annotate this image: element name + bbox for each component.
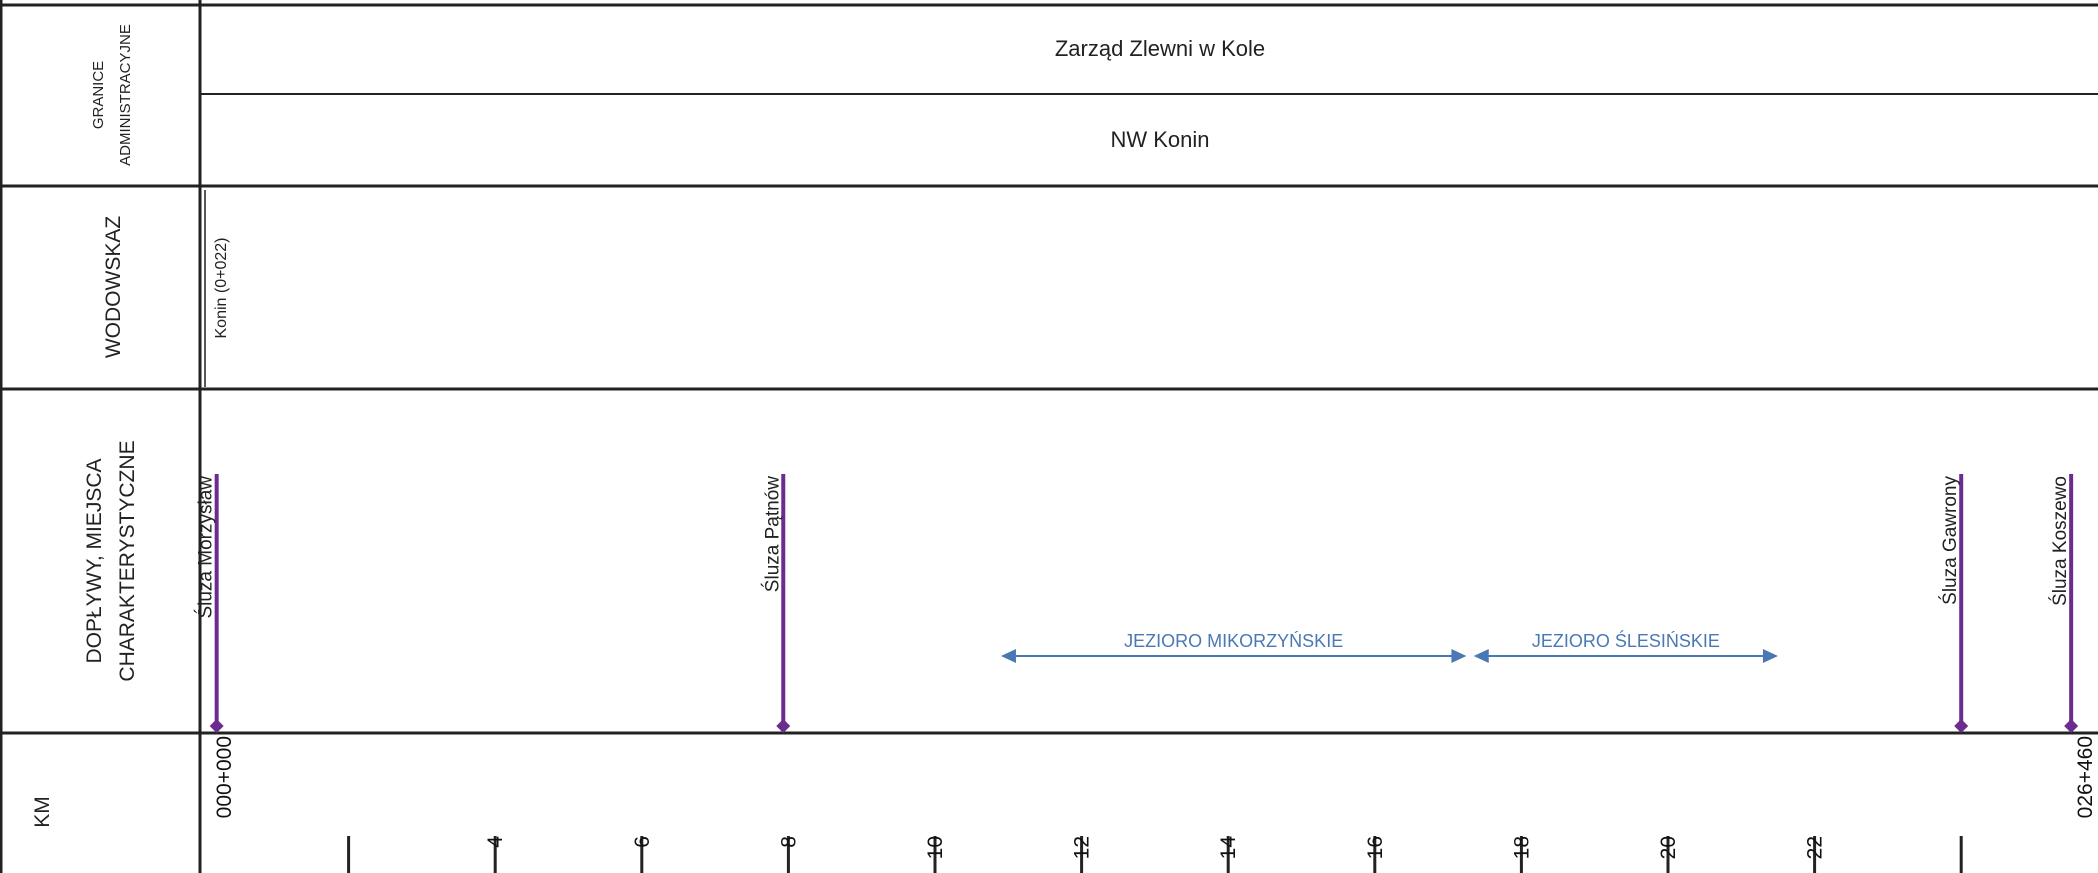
marker-diamond-icon	[2064, 719, 2079, 733]
km-tick-label: 8	[777, 836, 800, 848]
admin-row: Zarząd Zlewni w Kole NW Konin	[1055, 36, 1265, 152]
arrow-right-icon	[1762, 649, 1778, 663]
marker-label: Śluza Pątnów	[761, 476, 783, 592]
marker-diamond-icon	[776, 719, 791, 733]
marker-0: Śluza Morzysław	[195, 474, 224, 733]
marker-label: Śluza Gawrony	[1939, 476, 1961, 605]
lake-label: JEZIORO ŚLESIŃSKIE	[1532, 630, 1720, 651]
marker-1: Śluza Pątnów	[761, 474, 791, 733]
row-headers: GRANICE ADMINISTRACYJNE WODOWSKAZ DOPŁYW…	[31, 24, 139, 828]
km-tick-label: 4	[484, 836, 507, 848]
tributary-header-line2: CHARAKTERYSTYCZNE	[116, 440, 139, 681]
lake-label: JEZIORO MIKORZYŃSKIE	[1124, 631, 1343, 651]
admin-header-line2: ADMINISTRACYJNE	[117, 24, 134, 166]
marker-diamond-icon	[1954, 719, 1969, 733]
gauge-row: Konin (0+022)	[204, 190, 230, 387]
marker-diamond-icon	[209, 719, 224, 733]
lake-0: JEZIORO MIKORZYŃSKIE	[1000, 631, 1467, 663]
km-end-label: 026+460	[2074, 736, 2097, 818]
km-tick-label: 22	[1804, 836, 1827, 859]
marker-label: Śluza Koszewo	[2049, 476, 2071, 606]
marker-3: Śluza Koszewo	[2049, 474, 2079, 733]
km-axis: 4 6 8 10 12 14 16 18 20 22 000+000 026+460	[213, 736, 2097, 873]
admin-header-line1: GRANICE	[90, 61, 107, 129]
km-tick-label: 14	[1217, 836, 1240, 860]
tributary-header-line1: DOPŁYWY, MIEJSCA	[83, 459, 106, 664]
km-header: KM	[31, 796, 54, 828]
km-tick-label: 10	[924, 836, 947, 859]
markers-layer: Śluza Morzysław Śluza Pątnów Śluza Gawrony…	[195, 474, 2079, 733]
admin-nw-label: NW Konin	[1110, 127, 1209, 152]
km-start-label: 000+000	[213, 736, 236, 818]
marker-2: Śluza Gawrony	[1939, 474, 1969, 733]
km-tick-label: 6	[631, 836, 654, 848]
km-tick-label: 20	[1657, 836, 1680, 859]
km-tick-label: 12	[1071, 836, 1094, 859]
lake-1: JEZIORO ŚLESIŃSKIE	[1473, 630, 1778, 663]
lakes-layer: JEZIORO MIKORZYŃSKIE JEZIORO ŚLESIŃSKIE	[1000, 630, 1778, 663]
marker-label: Śluza Morzysław	[195, 476, 217, 619]
admin-zarzad-label: Zarząd Zlewni w Kole	[1055, 36, 1265, 61]
arrow-right-icon	[1451, 649, 1467, 663]
gauge-header: WODOWSKAZ	[102, 216, 125, 358]
arrow-left-icon	[1000, 649, 1016, 663]
km-tick-label: 16	[1364, 836, 1387, 859]
km-tick-label: 18	[1510, 836, 1533, 859]
gauge-label: Konin (0+022)	[213, 238, 230, 339]
arrow-left-icon	[1473, 649, 1489, 663]
